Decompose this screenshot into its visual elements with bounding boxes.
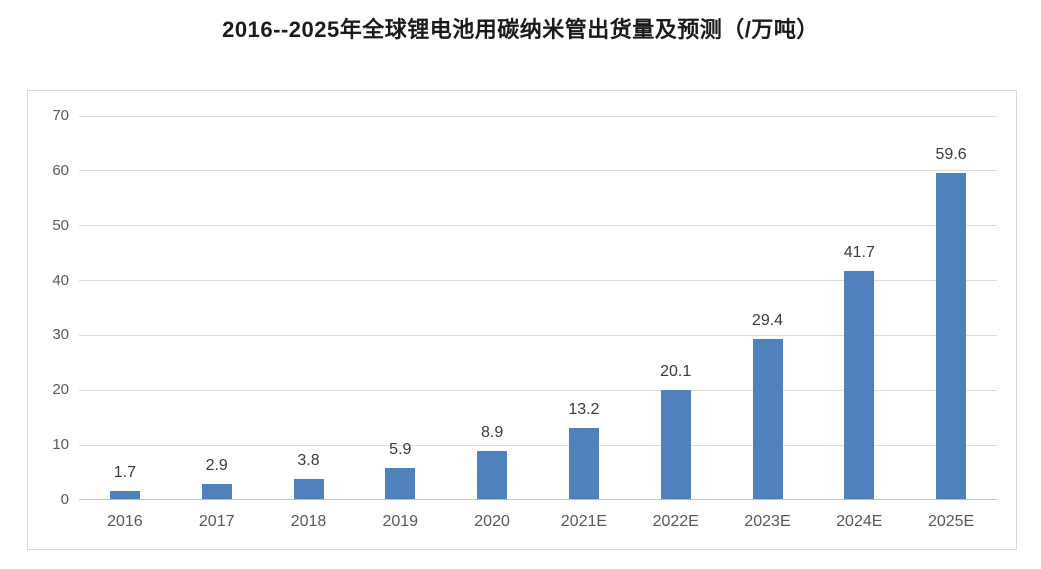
bar <box>109 490 140 499</box>
gridline <box>79 225 997 227</box>
y-tick-label: 50 <box>52 216 69 234</box>
bar-value-label: 8.9 <box>480 424 504 442</box>
chart-panel: 0 10 20 30 40 50 60 70 1.7 2016 2.9 2017 3.8 2018 5.9 2… <box>27 90 1017 550</box>
bar <box>385 467 416 499</box>
chart-title: 2016--2025年全球锂电池用碳纳米管出货量及预测（/万吨） <box>222 17 819 42</box>
bar <box>201 484 232 499</box>
x-tick-label: 2023E <box>744 513 791 530</box>
bar <box>568 427 599 499</box>
x-tick-label: 2017 <box>198 513 235 530</box>
y-tick-label: 30 <box>52 326 69 344</box>
bar-value-label: 59.6 <box>935 146 967 164</box>
x-tick-label: 2022E <box>652 513 699 530</box>
gridline <box>79 170 997 172</box>
bar <box>660 389 691 499</box>
plot-area: 0 10 20 30 40 50 60 70 1.7 2016 2.9 2017 3.8 2018 5.9 2… <box>52 107 997 530</box>
bar <box>844 271 875 499</box>
x-tick-label: 2025E <box>927 513 975 530</box>
y-tick-label: 60 <box>52 161 69 179</box>
gridline <box>79 389 997 391</box>
bar-value-label: 3.8 <box>297 452 320 470</box>
x-tick-label: 2024E <box>836 513 883 530</box>
x-tick-label: 2018 <box>290 513 327 530</box>
bar-value-label: 41.7 <box>843 244 875 262</box>
x-axis-line <box>79 499 997 500</box>
gridline <box>79 115 997 117</box>
bar-value-label: 2.9 <box>205 457 228 475</box>
y-tick-label: 0 <box>60 491 69 508</box>
bar-value-label: 1.7 <box>113 463 137 481</box>
gridline <box>79 444 997 446</box>
bar-value-label: 20.1 <box>660 362 692 380</box>
bar-value-label: 13.2 <box>568 400 600 418</box>
y-tick-label: 70 <box>52 107 69 124</box>
y-tick-label: 20 <box>52 381 69 399</box>
x-tick-label: 2016 <box>107 513 143 530</box>
bar <box>293 479 324 499</box>
x-tick-label: 2021E <box>560 513 608 530</box>
y-tick-label: 40 <box>52 271 69 289</box>
bar-value-label: 5.9 <box>389 440 412 458</box>
bar <box>477 451 508 499</box>
x-tick-label: 2020 <box>474 513 510 530</box>
gridline <box>79 280 997 282</box>
y-tick-label: 10 <box>52 436 69 454</box>
bar <box>936 173 967 499</box>
x-tick-label: 2019 <box>382 513 419 530</box>
bar <box>752 338 783 499</box>
bar-value-label: 29.4 <box>751 311 784 329</box>
gridline <box>79 334 997 336</box>
